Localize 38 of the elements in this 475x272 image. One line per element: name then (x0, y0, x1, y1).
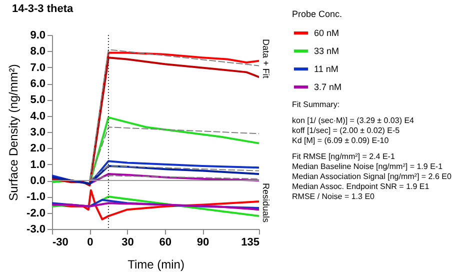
legend-label: 11 nM (314, 64, 338, 74)
text: RMSE / Noise = 1.3 E0 (292, 192, 376, 201)
legend-title: Probe Conc. (292, 9, 342, 19)
y-tick-label: 0.0 (30, 175, 46, 187)
x-tick-label: 135 (241, 236, 260, 248)
legend-label: 60 nM (314, 28, 340, 38)
y-tick-label: 1.0 (30, 158, 46, 171)
y-tick-label: 2.0 (30, 142, 46, 155)
legend-label: 3.7 nM (314, 82, 342, 92)
x-tick-label: 60 (159, 236, 172, 248)
y-tick-label: 6.0 (30, 78, 46, 90)
y-tick-label: 5.0 (30, 94, 46, 106)
text: kon [1/ (sec·M)] = (3.29 ± 0.03) E4 (292, 116, 415, 125)
legend-label: 33 nM (314, 46, 340, 56)
y-tick-label: -1.0 (26, 191, 46, 204)
text: Fit Summary: (292, 100, 340, 109)
y-tick-label: -2.0 (26, 207, 46, 220)
x-tick-label: -30 (52, 236, 68, 248)
y-tick-label: -3.0 (26, 224, 46, 236)
text: Median Association Signal [ng/mm²] = 2.6 E0 (292, 172, 452, 181)
y-axis-title: Surface Density (ng/mm²) (6, 64, 21, 201)
x-axis-title: Time (min) (128, 258, 184, 272)
chart-title: 14-3-3 theta (12, 3, 74, 15)
x-tick-label: 30 (122, 236, 134, 248)
text: Fit RMSE [ng/mm²] = 2.4 E-1 (292, 152, 396, 161)
y-tick-label: 7.0 (30, 62, 46, 74)
y-tick-label: 3.0 (30, 126, 46, 138)
y-tick-label: 8.0 (30, 46, 46, 58)
text: Residuals (261, 183, 271, 224)
x-tick-label: 0 (87, 236, 94, 248)
text: Data + Fit (261, 39, 271, 79)
text: Median Assoc. Endpoint SNR = 1.9 E1 (292, 182, 430, 191)
text: Kd [M] = (6.09 ± 0.09) E-10 (292, 136, 390, 145)
y-tick-label: 9.0 (30, 30, 46, 42)
y-tick-label: 4.0 (30, 110, 46, 122)
text: koff [1/sec] = (2.00 ± 0.02) E-5 (292, 126, 400, 135)
x-tick-label: 90 (196, 236, 210, 248)
text: Median Baseline Noise [ng/mm²] = 1.9 E-1 (292, 162, 444, 171)
